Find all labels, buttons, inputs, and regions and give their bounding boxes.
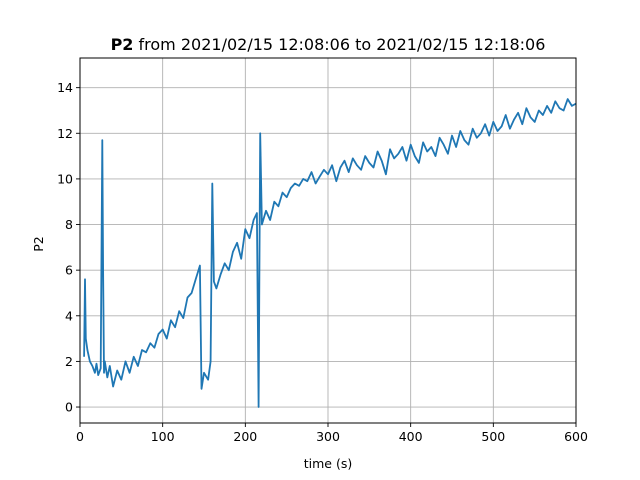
x-tick-label: 0 xyxy=(76,429,84,444)
x-tick-label: 400 xyxy=(399,429,423,444)
x-tick-label: 200 xyxy=(233,429,257,444)
y-tick-label: 2 xyxy=(65,354,73,369)
chart-title: P2 from 2021/02/15 12:08:06 to 2021/02/1… xyxy=(111,35,546,54)
y-tick-label: 0 xyxy=(65,400,73,415)
x-axis-label: time (s) xyxy=(304,456,352,471)
x-tick-label: 100 xyxy=(151,429,175,444)
plot-area xyxy=(83,98,577,408)
y-tick-label: 14 xyxy=(57,80,73,95)
chart-title-rest: from 2021/02/15 12:08:06 to 2021/02/15 1… xyxy=(133,35,545,54)
ticks: 0 100 200 300 400 500 600 0 2 4 6 8 10 12 14 xyxy=(57,80,588,444)
y-tick-label: 10 xyxy=(57,171,73,186)
y-tick-label: 12 xyxy=(57,126,73,141)
x-tick-label: 300 xyxy=(316,429,340,444)
y-tick-label: 8 xyxy=(65,217,73,232)
series-line-0 xyxy=(83,98,577,408)
y-tick-label: 6 xyxy=(65,263,73,278)
y-axis-label: P2 xyxy=(31,236,46,252)
grid xyxy=(79,58,577,423)
chart-title-bold: P2 xyxy=(111,35,134,54)
y-tick-label: 4 xyxy=(65,308,73,323)
x-tick-label: 500 xyxy=(481,429,505,444)
x-tick-label: 600 xyxy=(564,429,588,444)
